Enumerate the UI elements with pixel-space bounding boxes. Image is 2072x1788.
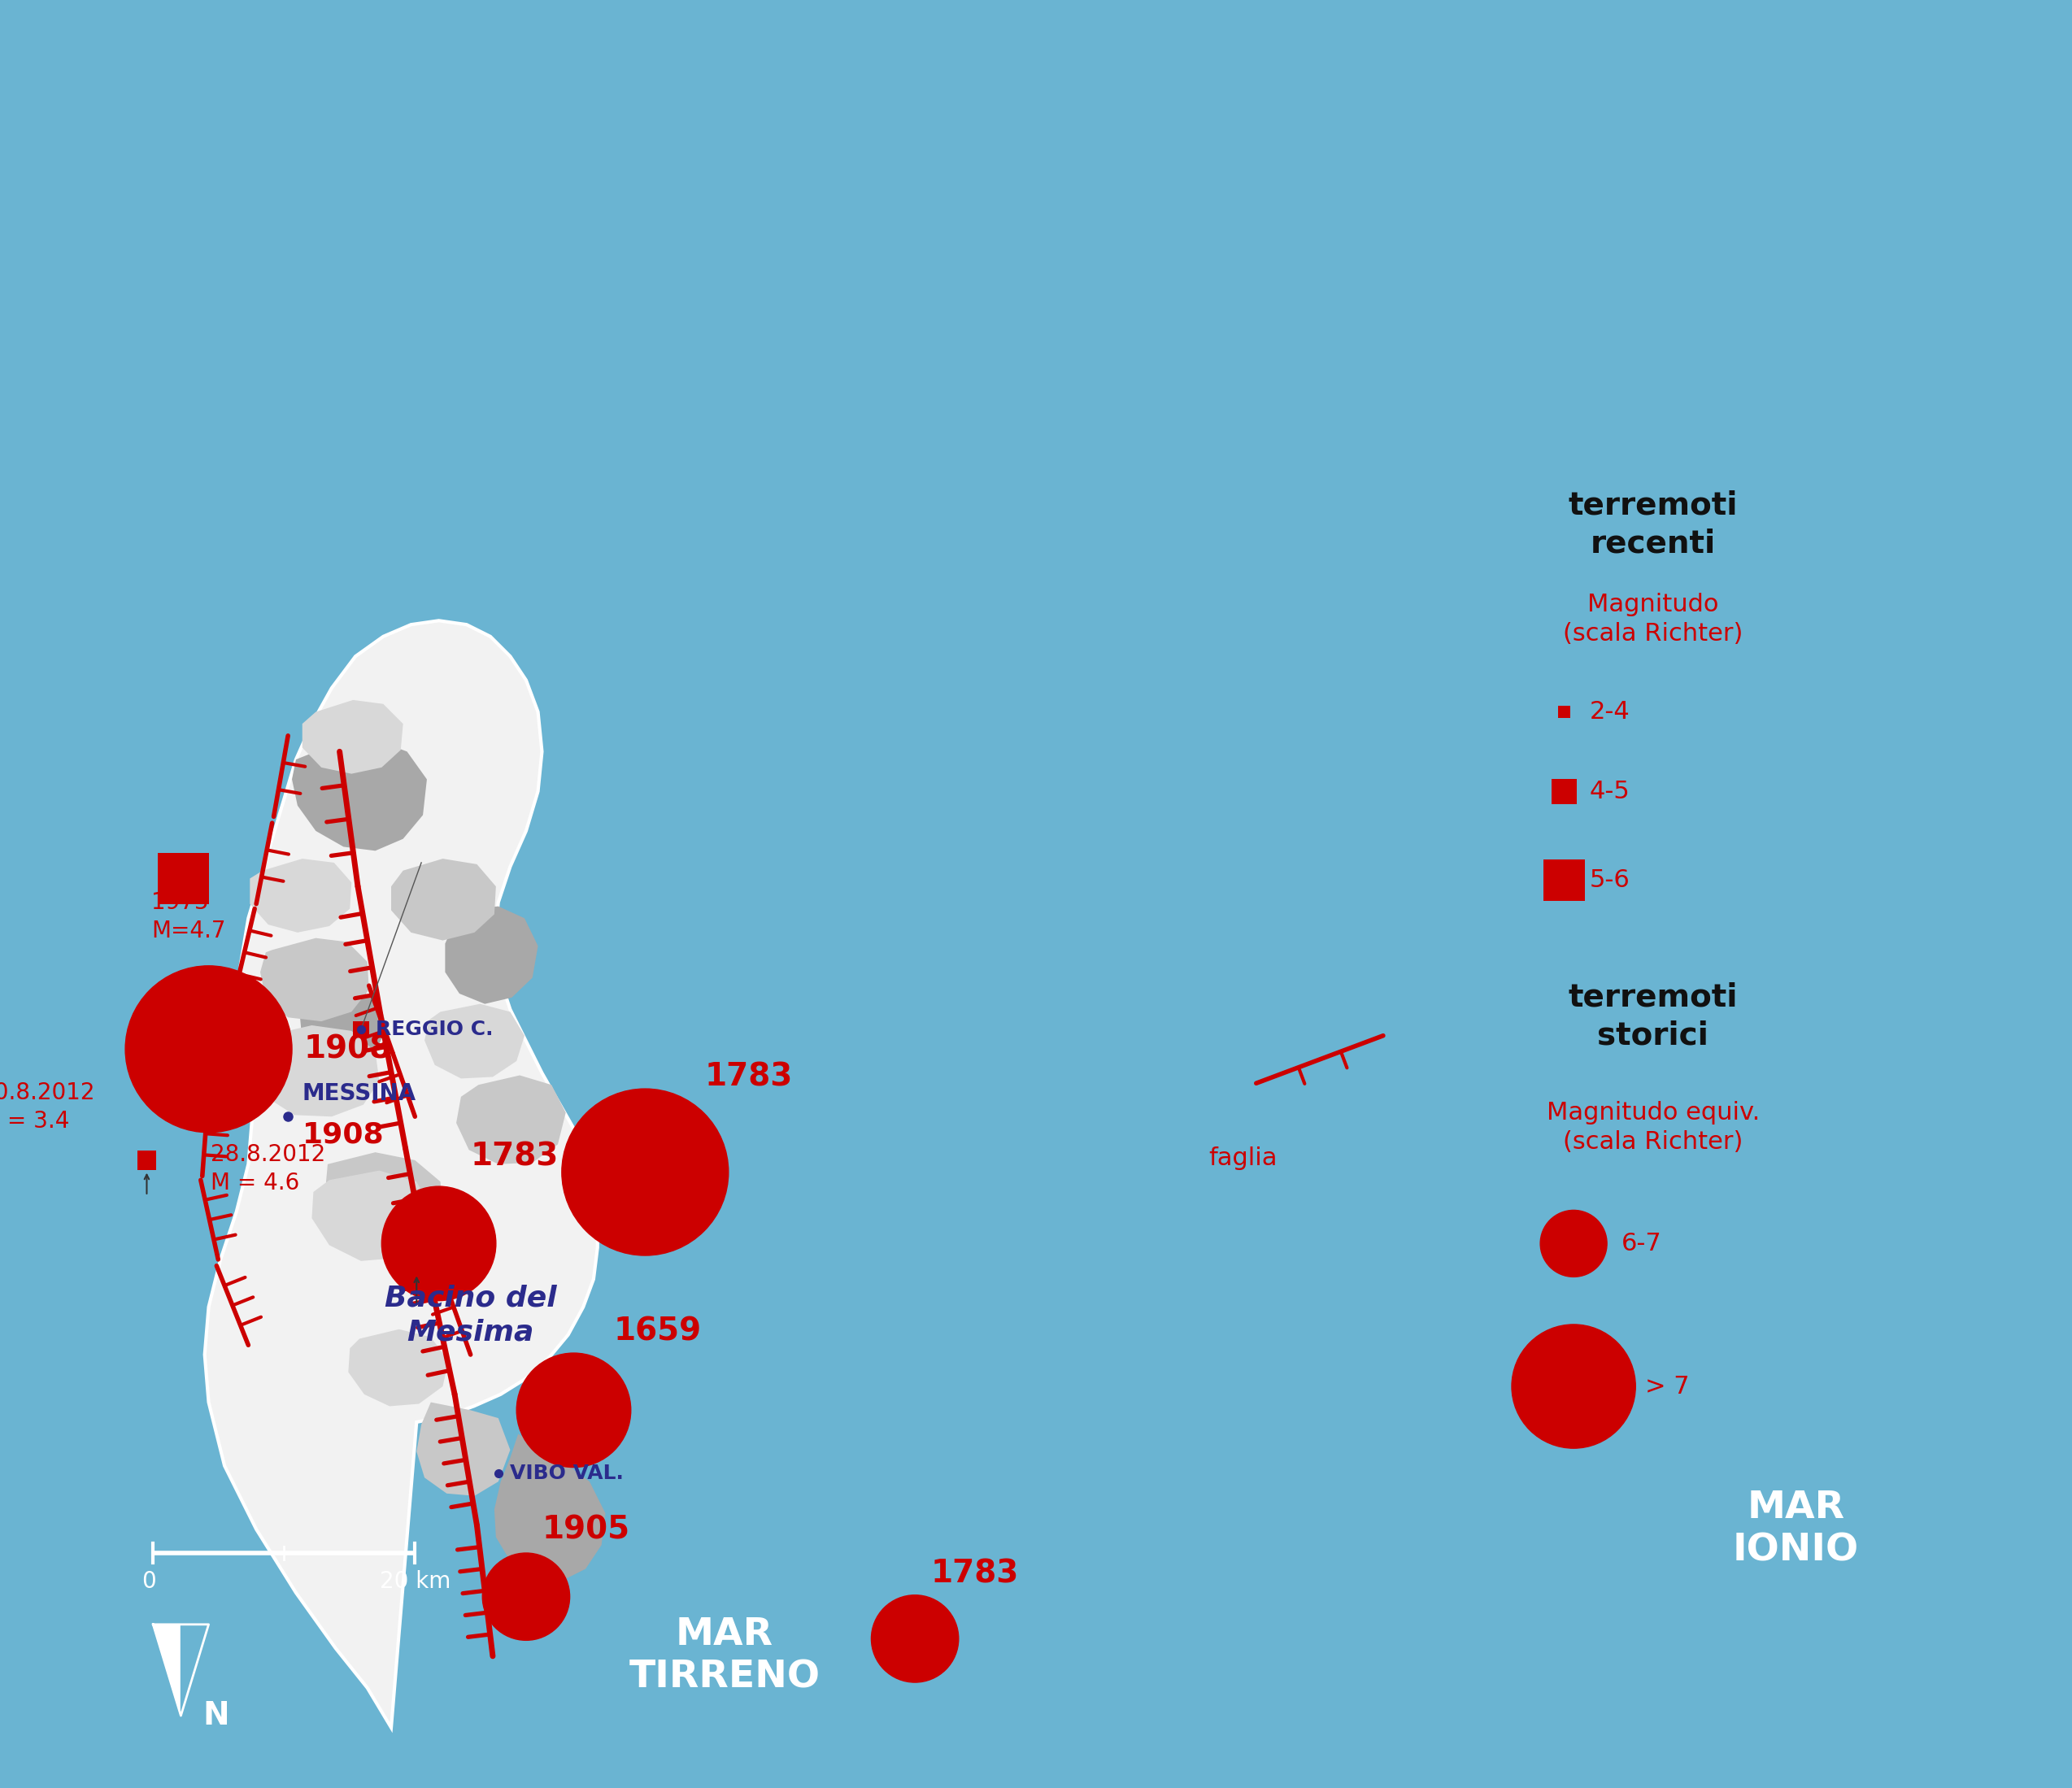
Circle shape: [562, 1089, 729, 1255]
Text: terremoti
storici: terremoti storici: [1569, 982, 1738, 1051]
Text: 1783: 1783: [704, 1062, 794, 1092]
Text: 4-5: 4-5: [1589, 780, 1631, 803]
Polygon shape: [153, 1625, 180, 1716]
Text: Magnitudo equiv.
(scala Richter): Magnitudo equiv. (scala Richter): [1546, 1101, 1759, 1153]
Polygon shape: [180, 1625, 209, 1716]
Polygon shape: [445, 907, 539, 1003]
Circle shape: [872, 1595, 959, 1683]
Bar: [352, 1021, 369, 1037]
Text: 2-4: 2-4: [1589, 701, 1631, 724]
Polygon shape: [261, 939, 369, 1021]
Polygon shape: [300, 985, 387, 1062]
Polygon shape: [253, 1025, 379, 1116]
Text: 30.8.2012
M = 3.4: 30.8.2012 M = 3.4: [0, 1082, 95, 1132]
Text: 6-7: 6-7: [1620, 1232, 1662, 1255]
Circle shape: [483, 1554, 570, 1640]
Text: 1783: 1783: [470, 1141, 559, 1173]
Text: 1659: 1659: [613, 1316, 700, 1346]
Text: Bacino del
Mesima: Bacino del Mesima: [385, 1284, 557, 1346]
Polygon shape: [416, 1402, 510, 1497]
Bar: [1552, 778, 1577, 805]
Polygon shape: [456, 1075, 566, 1164]
Text: MAR
TIRRENO: MAR TIRRENO: [630, 1616, 821, 1695]
Text: > 7: > 7: [1645, 1375, 1689, 1398]
Text: faglia: faglia: [1208, 1146, 1276, 1171]
Text: MAR
IONIO: MAR IONIO: [1732, 1489, 1859, 1568]
Polygon shape: [311, 1171, 433, 1261]
Text: 1905: 1905: [543, 1514, 630, 1545]
Text: VIBO VAL.: VIBO VAL.: [510, 1464, 624, 1484]
Circle shape: [124, 966, 292, 1132]
Polygon shape: [303, 699, 404, 774]
Circle shape: [516, 1354, 630, 1468]
Text: 20 km: 20 km: [379, 1570, 450, 1593]
Text: terremoti
recenti: terremoti recenti: [1569, 490, 1738, 560]
Text: Magnitudo
(scala Richter): Magnitudo (scala Richter): [1562, 594, 1743, 645]
Circle shape: [1539, 1210, 1608, 1277]
Text: 1975
M=4.7: 1975 M=4.7: [151, 890, 226, 942]
Text: 0: 0: [141, 1570, 155, 1593]
Bar: [157, 853, 209, 905]
Polygon shape: [251, 858, 352, 933]
Bar: [1544, 860, 1585, 901]
Polygon shape: [495, 1434, 605, 1581]
Bar: [1558, 706, 1571, 719]
Bar: [400, 1257, 433, 1291]
Text: 5-6: 5-6: [1589, 869, 1631, 892]
Text: MESSINA: MESSINA: [303, 1082, 416, 1105]
Polygon shape: [425, 1003, 524, 1078]
Text: 1908: 1908: [305, 1033, 392, 1066]
Polygon shape: [348, 1328, 448, 1405]
Polygon shape: [205, 620, 597, 1727]
Text: 1783: 1783: [930, 1559, 1019, 1590]
Text: 1908: 1908: [303, 1121, 383, 1148]
Bar: [137, 1151, 155, 1169]
Text: N: N: [203, 1700, 230, 1731]
Polygon shape: [292, 740, 427, 851]
Circle shape: [381, 1187, 495, 1300]
Polygon shape: [392, 858, 495, 940]
Polygon shape: [325, 1151, 443, 1250]
Circle shape: [1513, 1325, 1635, 1448]
Text: 28.8.2012
M = 4.6: 28.8.2012 M = 4.6: [209, 1144, 325, 1194]
Text: REGGIO C.: REGGIO C.: [375, 1019, 493, 1039]
Polygon shape: [518, 1568, 557, 1632]
